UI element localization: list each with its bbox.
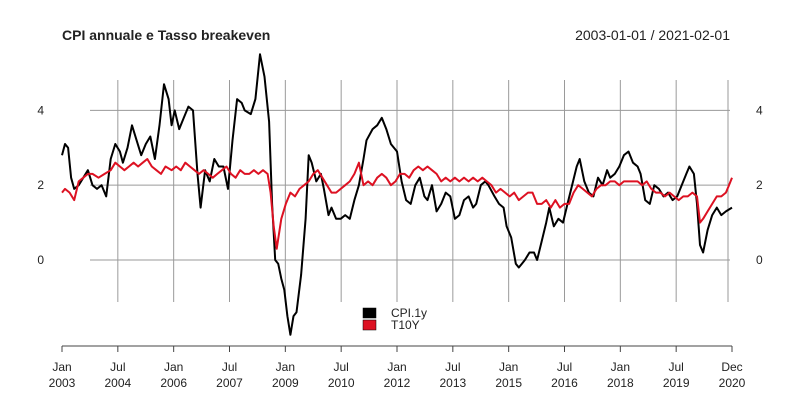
series-line-cpi-1y [61,53,733,336]
date-range: 2003-01-01 / 2021-02-01 [575,27,730,43]
y-tick-label-right: 4 [756,103,763,117]
gridlines [90,80,730,302]
y-tick-label-right: 2 [756,178,763,192]
legend-swatch-t10y [362,319,377,331]
x-tick-label-year: 2004 [104,376,131,390]
legend-swatch-cpi-1y [362,307,377,319]
x-tick-label-year: 2015 [495,376,522,390]
x-tick-label-year: 2006 [160,376,187,390]
x-tick-label-year: 2010 [328,376,355,390]
y-tick-label-left: 0 [37,253,44,267]
series-line-t10y [61,158,733,250]
x-tick-label-month: Jul [110,360,125,374]
x-tick-label-year: 2003 [49,376,76,390]
x-tick-label-year: 2016 [551,376,578,390]
y-axis-right: 0 2 4 [756,103,763,267]
x-tick-label-month: Jul [445,360,460,374]
x-tick-label-year: 2019 [663,376,690,390]
x-tick-label-year: 2009 [272,376,299,390]
x-tick-label-year: 2013 [439,376,466,390]
x-tick-label-month: Jan [164,360,183,374]
x-axis: Jan 2003 Jul 2004 Jan 2006 Jul 2007 Jan 2009 Jul 20… [49,345,746,390]
legend-label: CPI.1y [391,306,427,320]
y-tick-label-left: 2 [37,178,44,192]
x-tick-label-year: 2007 [216,376,243,390]
x-tick-label-month: Dec [721,360,742,374]
x-tick-label-month: Jul [333,360,348,374]
x-tick-label-year: 2012 [384,376,411,390]
x-tick-label-year: 2018 [607,376,634,390]
x-tick-label-month: Jul [222,360,237,374]
x-tick-label-year: 2020 [719,376,746,390]
x-tick-label-month: Jan [276,360,295,374]
x-tick-label-month: Jan [611,360,630,374]
x-tick-label-month: Jan [499,360,518,374]
x-tick-label-month: Jul [668,360,683,374]
series-layer [61,53,733,336]
y-tick-label-left: 4 [37,103,44,117]
x-tick-label-month: Jan [387,360,406,374]
y-tick-label-right: 0 [756,253,763,267]
y-axis-left: 0 2 4 [37,103,44,267]
x-tick-label-month: Jul [557,360,572,374]
legend-label: T10Y [391,318,420,332]
chart-title: CPI annuale e Tasso breakeven [62,27,270,43]
x-tick-label-month: Jan [52,360,71,374]
